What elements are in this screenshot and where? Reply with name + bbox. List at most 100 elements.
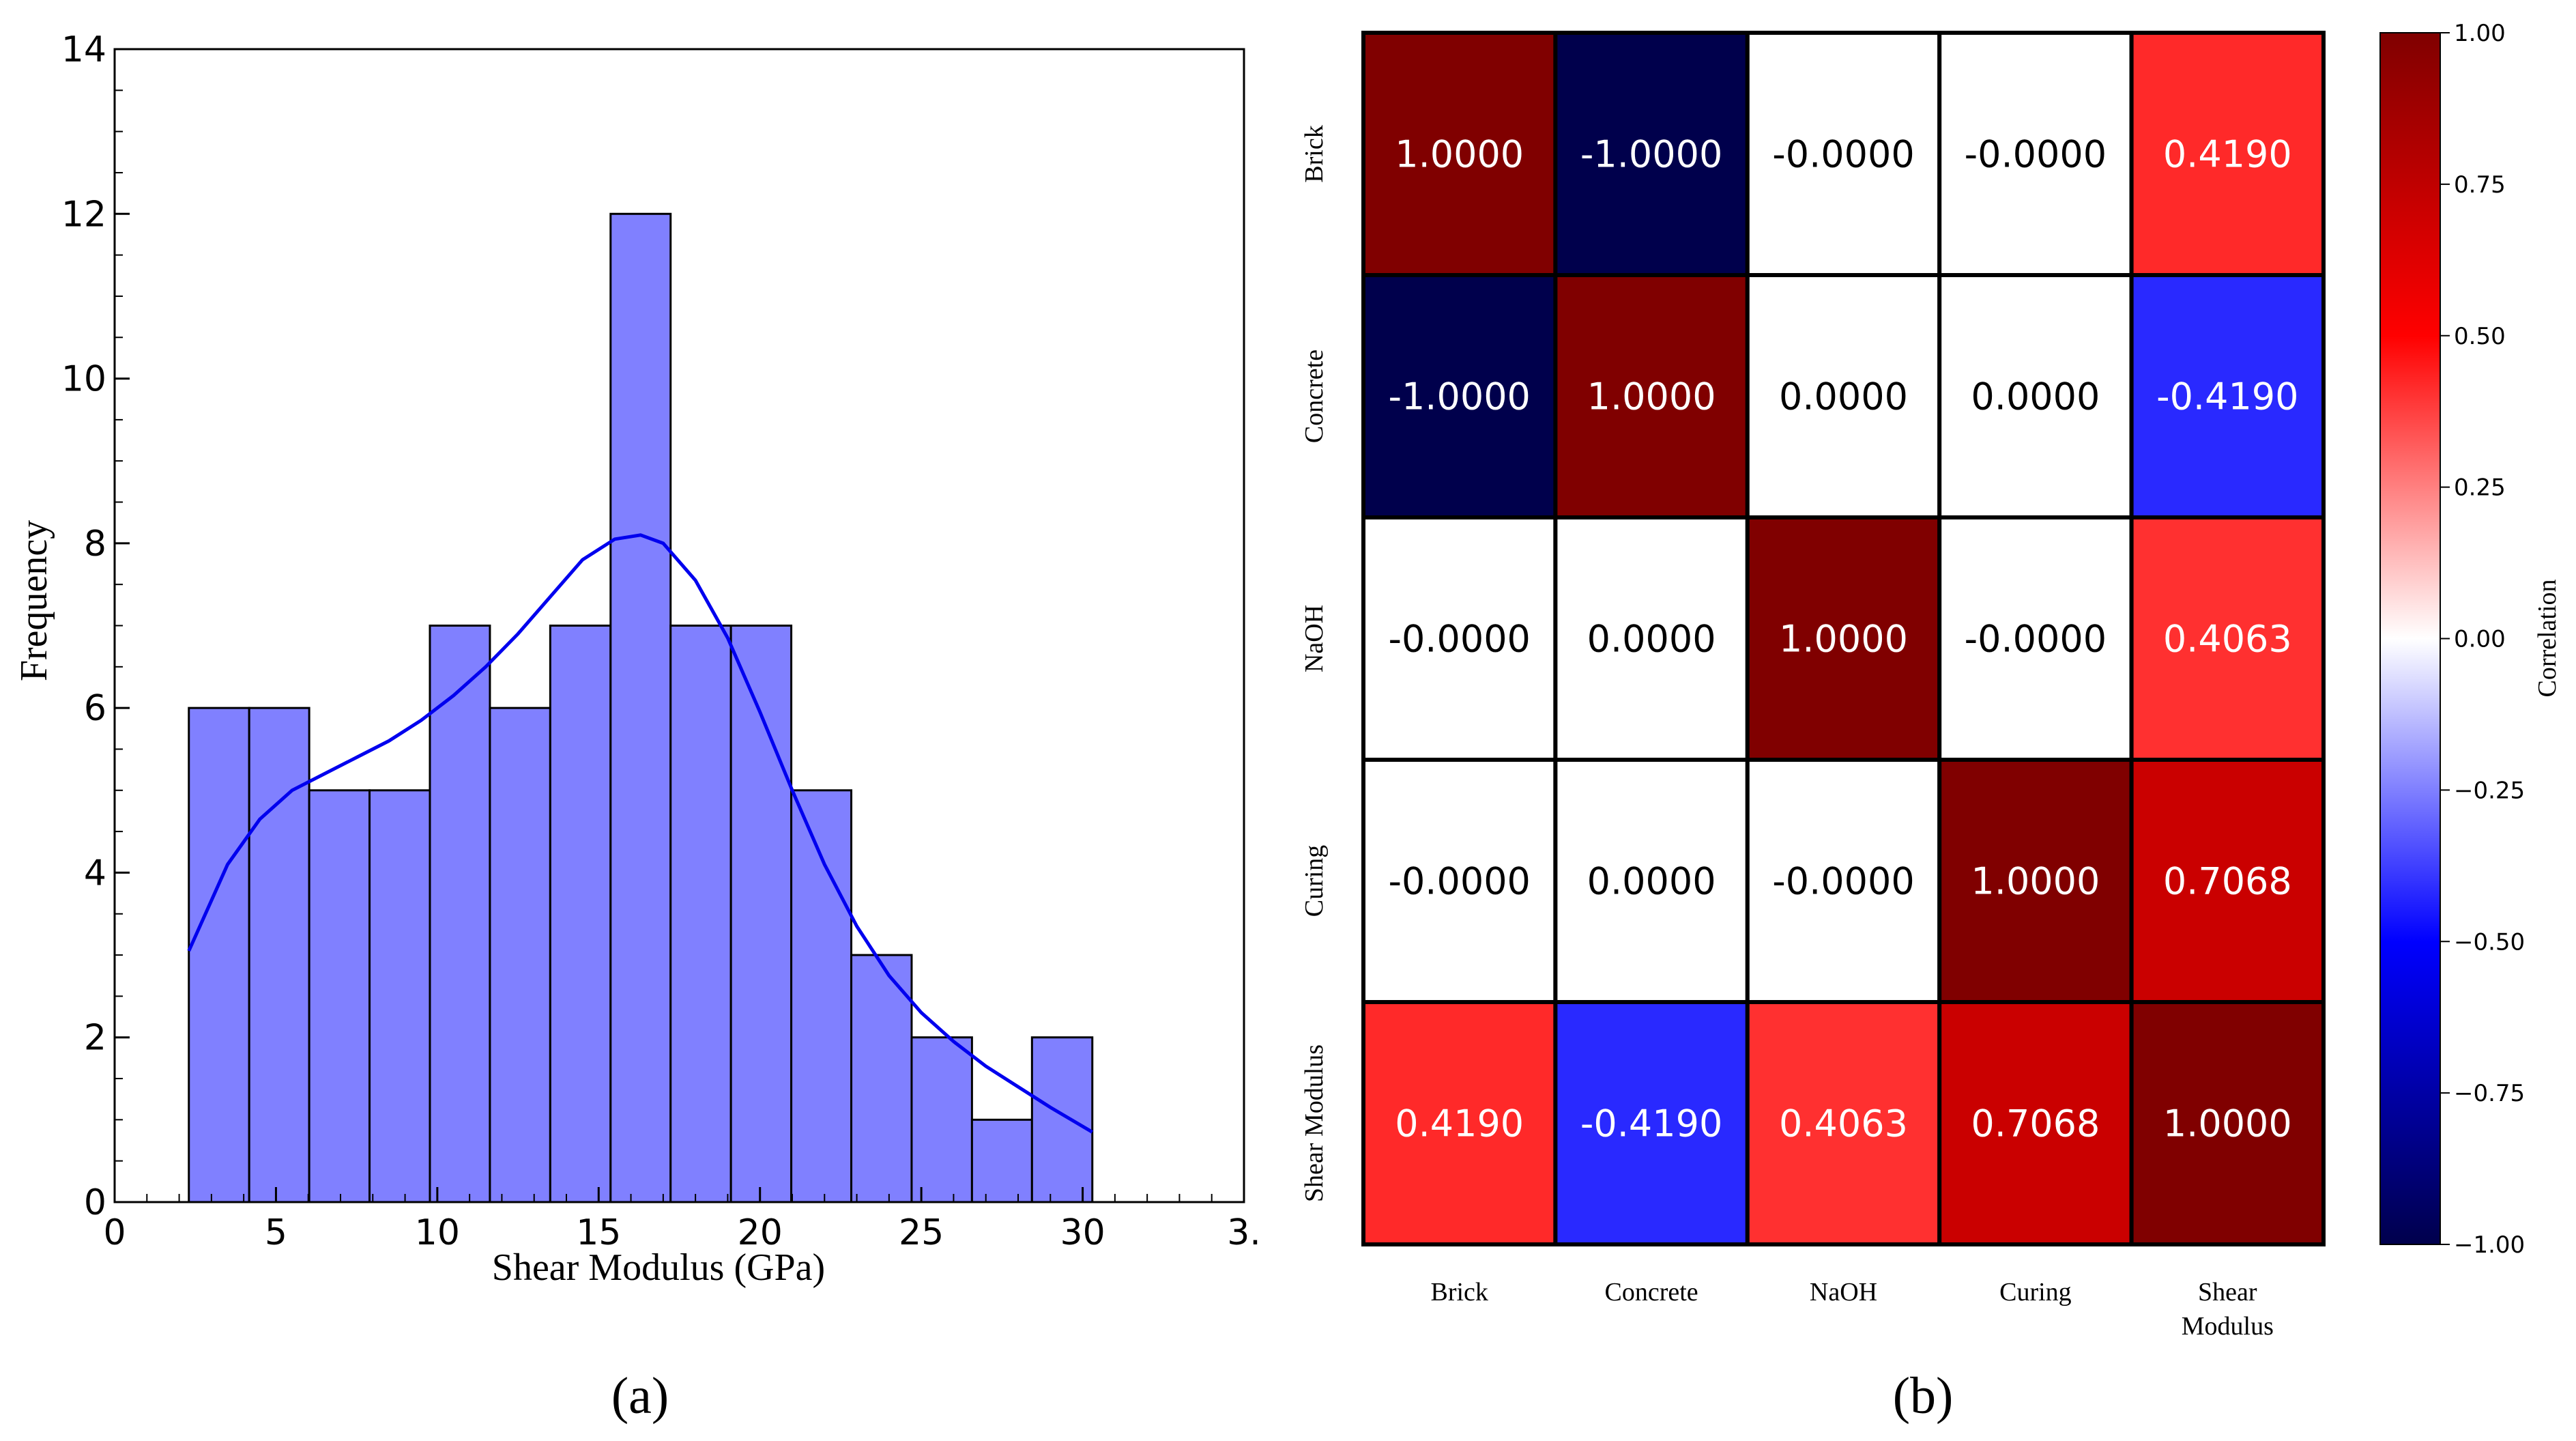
heatmap-cell <box>2129 273 2326 519</box>
colorbar-tick-label: −0.75 <box>2454 1080 2525 1107</box>
heatmap-cell <box>2129 31 2326 277</box>
histogram-bar <box>970 1118 1033 1203</box>
colorbar-tick-label: 1.00 <box>2454 20 2506 47</box>
heatmap-cell-label: 1.0000 <box>1971 860 2100 903</box>
x-tick-label: 25 <box>899 1212 944 1253</box>
heatmap-cell <box>1361 273 1558 519</box>
x-tick-label: 30 <box>1060 1212 1105 1253</box>
heatmap-cell-label: 0.7068 <box>1971 1102 2100 1145</box>
heatmap-cell-label: -0.0000 <box>1772 860 1914 903</box>
heatmap-cell-label: -0.0000 <box>1965 133 2107 176</box>
heatmap-cell-label: 0.0000 <box>1587 860 1716 903</box>
heatmap-col-label: NaOH <box>1810 1278 1877 1307</box>
x-tick-label: 20 <box>738 1212 783 1253</box>
histogram-bar <box>308 789 371 1203</box>
x-tick-label: 15 <box>576 1212 621 1253</box>
heatmap-cell-label: 0.0000 <box>1971 375 2100 418</box>
heatmap-cells: 1.0000 -1.0000 -0.0000 -0.0000 0.4190 -1.0000… <box>1361 31 2326 1246</box>
heatmap-cell-label: 1.0000 <box>1587 375 1716 418</box>
heatmap-col-label: Curing <box>1999 1278 2072 1307</box>
histogram-bar <box>248 707 310 1203</box>
heatmap-cell <box>1745 31 1942 277</box>
histogram-panel: 0 5 10 15 20 25 30 3. 0 2 4 6 8 10 12 14 Shear Modulus … <box>13 29 1261 1425</box>
heatmap-row-label: Curing <box>1300 845 1329 917</box>
histogram-bars <box>188 212 1094 1203</box>
heatmap-cell-label: 1.0000 <box>1395 133 1524 176</box>
heatmap-cell-label: 0.4190 <box>2163 133 2292 176</box>
histogram-bar <box>429 625 491 1203</box>
heatmap-panel: 1.0000 -1.0000 -0.0000 -0.0000 0.4190 -1.0000… <box>1300 20 2562 1425</box>
heatmap-cell-label: 0.4063 <box>2163 618 2292 661</box>
heatmap-col-label: Shear <box>2198 1278 2257 1307</box>
heatmap-cell-label: 1.0000 <box>1779 618 1908 661</box>
heatmap-cell-label: 0.4190 <box>1395 1102 1524 1145</box>
heatmap-cell <box>1553 1000 1750 1246</box>
heatmap-cell-label: 1.0000 <box>2163 1102 2292 1145</box>
histogram-bar <box>489 707 551 1203</box>
y-tick-label: 4 <box>84 853 106 894</box>
colorbar-tick-label: −0.25 <box>2454 777 2525 804</box>
y-tick-label: 12 <box>61 194 106 235</box>
heatmap-cell-label: -0.0000 <box>1965 618 2107 661</box>
heatmap-cell <box>1553 515 1750 762</box>
y-tick-label: 14 <box>61 29 106 70</box>
kde-curve <box>187 533 1094 1134</box>
heatmap-cell-label: -1.0000 <box>1388 375 1530 418</box>
heatmap-cell <box>1937 273 2134 519</box>
y-tick-label: 6 <box>84 688 106 729</box>
heatmap-axes <box>1362 33 2324 1246</box>
colorbar-tick-label: −1.00 <box>2454 1231 2525 1259</box>
panel-label-a: (a) <box>611 1367 669 1425</box>
heatmap-col-label: Concrete <box>1605 1278 1698 1307</box>
colorbar-tick-label: 0.75 <box>2454 171 2506 199</box>
histogram-bar <box>1030 1036 1094 1203</box>
heatmap-cell <box>1937 515 2134 762</box>
heatmap-cell <box>2129 515 2326 762</box>
histogram-bar <box>549 625 612 1203</box>
y-tick-label: 2 <box>84 1018 106 1059</box>
panel-label-b: (b) <box>1893 1367 1954 1425</box>
heatmap-row-label: Brick <box>1300 125 1329 182</box>
heatmap-cell <box>2129 758 2326 1004</box>
colorbar-tick-label: 0.50 <box>2454 323 2506 350</box>
heatmap-cell-label: 0.7068 <box>2163 860 2292 903</box>
histogram-bar <box>790 789 853 1203</box>
heatmap-cell <box>1361 31 1558 277</box>
histogram-x-axis-label: Shear Modulus (GPa) <box>492 1246 825 1289</box>
histogram-bar <box>910 1036 973 1203</box>
heatmap-cell-label: -0.0000 <box>1772 133 1914 176</box>
heatmap-cell-label: -1.0000 <box>1580 133 1722 176</box>
colorbar-tick-label: 0.00 <box>2454 626 2506 653</box>
colorbar-label: Correlation <box>2533 579 2562 697</box>
x-tick-label: 5 <box>265 1212 287 1253</box>
histogram-bar <box>729 625 793 1203</box>
histogram-ticks: 0 5 10 15 20 25 30 3. 0 2 4 6 8 10 12 14 <box>61 29 1261 1253</box>
heatmap-col-label: Modulus <box>2182 1312 2274 1341</box>
histogram-bar <box>669 625 732 1203</box>
heatmap-cell <box>1553 273 1750 519</box>
heatmap-cell <box>1745 758 1942 1004</box>
x-tick-label: 0 <box>103 1212 126 1253</box>
heatmap-cell <box>1361 758 1558 1004</box>
y-tick-label: 10 <box>61 359 106 400</box>
x-tick-label: 3. <box>1227 1212 1261 1253</box>
colorbar <box>2379 32 2441 1245</box>
heatmap-cell-label: -0.0000 <box>1388 618 1530 661</box>
y-tick-label: 8 <box>84 524 106 565</box>
heatmap-cell-label: -0.0000 <box>1388 860 1530 903</box>
heatmap-row-label: NaOH <box>1300 605 1329 672</box>
histogram-bar <box>188 707 250 1203</box>
heatmap-row-label: Concrete <box>1300 349 1329 443</box>
heatmap-cell-label: -0.4190 <box>2156 375 2298 418</box>
colorbar-tick-label: −0.50 <box>2454 928 2525 956</box>
colorbar-ticks: 1.00 0.75 0.50 0.25 0.00 −0.25 −0.50 −0.75 −1.00 <box>2440 20 2525 1259</box>
heatmap-cell-label: 0.4063 <box>1779 1102 1908 1145</box>
y-tick-label: 0 <box>84 1182 106 1223</box>
histogram-bar <box>609 212 672 1203</box>
heatmap-row-label: Shear Modulus <box>1300 1044 1329 1202</box>
heatmap-cell-label: 0.0000 <box>1587 618 1716 661</box>
heatmap-cell-label: 0.0000 <box>1779 375 1908 418</box>
heatmap-cell-label: -0.4190 <box>1580 1102 1722 1145</box>
heatmap-axis-labels: Brick Concrete NaOH Curing Shear Modulus Bric… <box>1300 125 2274 1341</box>
heatmap-cell <box>2129 1000 2326 1246</box>
